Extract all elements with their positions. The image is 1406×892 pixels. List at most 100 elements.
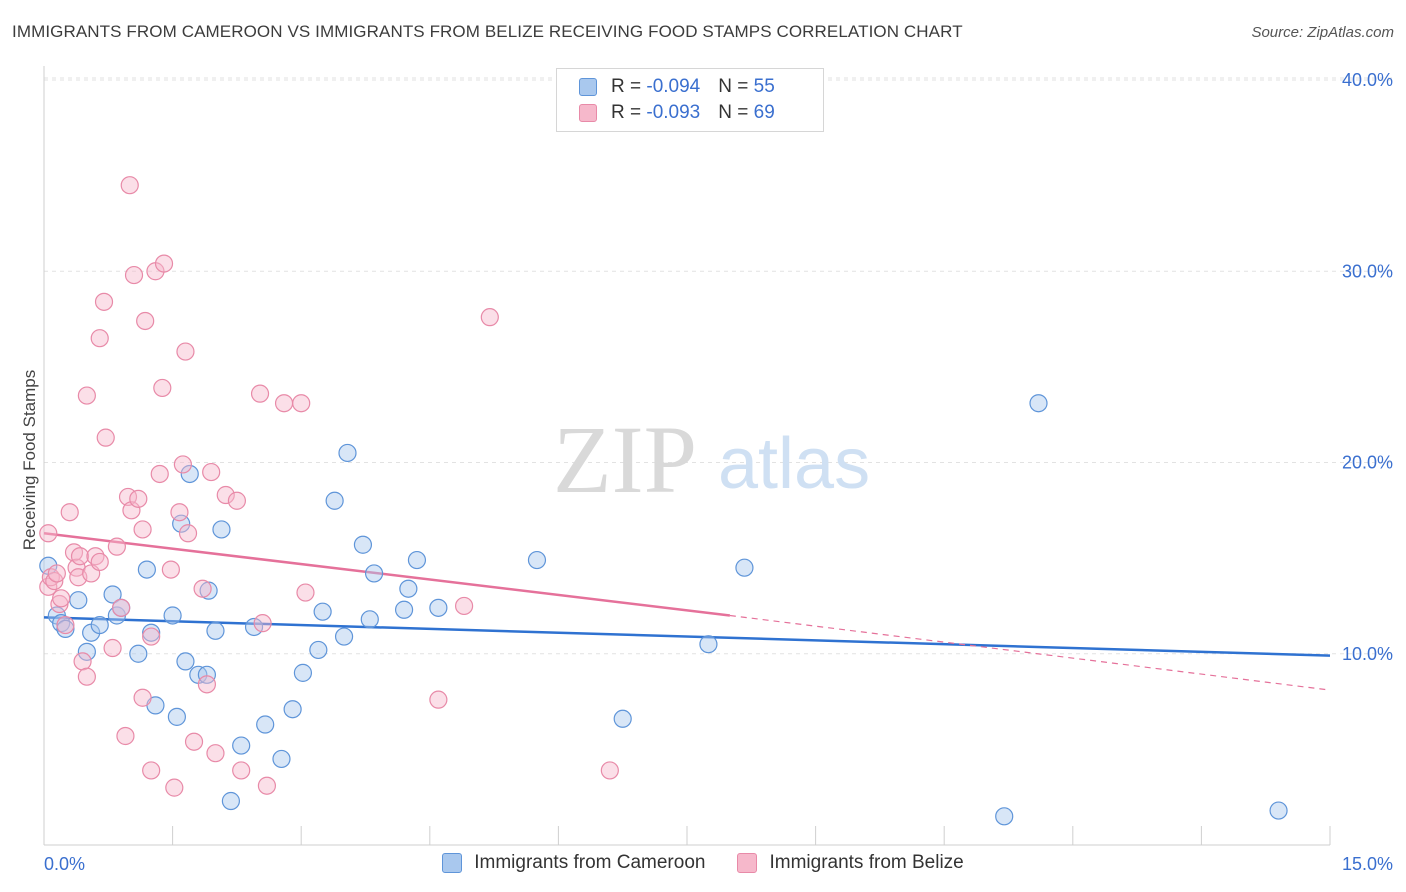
belize-point [296, 583, 315, 602]
belize-point [274, 394, 294, 413]
cameroon-point [176, 652, 195, 671]
belize-point [176, 342, 195, 361]
belize-point [77, 667, 96, 686]
belize-point [120, 176, 139, 195]
cameroon-point [283, 700, 302, 719]
cameroon-point [272, 749, 291, 769]
cameroon-point [527, 550, 547, 570]
tick-labels: 10.0% 20.0% 30.0% 40.0% 0.0% 15.0% [44, 70, 1393, 874]
legend-item-belize: Immigrants from Belize [737, 852, 964, 874]
cameroon-swatch [579, 78, 597, 96]
belize-trend-extension [729, 614, 1331, 691]
cameroon-r-label: R = [611, 76, 647, 97]
y-tick-label: 40.0% [1342, 70, 1393, 90]
belize-point [202, 462, 221, 482]
belize-point [142, 761, 161, 780]
y-tick-label: 30.0% [1342, 261, 1393, 281]
cameroon-point [399, 579, 418, 598]
belize-n-value: 69 [753, 102, 775, 123]
belize-point [154, 254, 174, 273]
correlation-legend: R = -0.094 N = 55 R = -0.093 N = 69 [556, 68, 824, 132]
cameroon-n-label: N = [718, 76, 754, 97]
belize-point [142, 627, 161, 646]
belize-point [161, 560, 180, 579]
belize-point [90, 552, 109, 572]
x-tick-label: 15.0% [1342, 854, 1393, 874]
cameroon-point [256, 715, 275, 734]
cameroon-point [1029, 394, 1048, 413]
cameroon-point [142, 623, 161, 642]
belize-point [90, 329, 109, 348]
belize-point [227, 491, 246, 510]
belize-point [170, 503, 189, 522]
belize-point [116, 726, 135, 746]
cameroon-point [172, 514, 191, 533]
belize-point [178, 524, 198, 543]
belize-point [253, 614, 272, 633]
belize-legend-swatch [737, 853, 758, 873]
belize-point [292, 394, 311, 413]
belize-point [480, 308, 499, 327]
belize-point [107, 537, 126, 556]
axes [43, 66, 1331, 846]
legend-item-cameroon: Immigrants from Cameroon [442, 852, 705, 874]
belize-point [454, 596, 474, 616]
belize-r-value: -0.093 [646, 102, 701, 123]
trend-lines [43, 532, 1331, 691]
cameroon-point [735, 558, 754, 577]
belize-point [73, 652, 92, 671]
belize-n-label: N = [718, 102, 754, 123]
belize-point [600, 761, 619, 780]
cameroon-point [221, 791, 240, 811]
cameroon-point [394, 600, 414, 619]
cameroon-point [995, 807, 1014, 826]
belize-point [165, 778, 184, 797]
cameroon-point [77, 642, 96, 661]
cameroon-point [293, 663, 313, 682]
belize-point [77, 386, 96, 405]
belize-point [206, 744, 225, 763]
belize-point [257, 776, 277, 795]
belize-point [153, 378, 172, 398]
belize-point [197, 675, 216, 694]
cameroon-point [429, 598, 448, 617]
belize-point [133, 520, 152, 539]
belize-point [60, 503, 79, 522]
chart-title: IMMIGRANTS FROM CAMEROON VS IMMIGRANTS F… [12, 22, 963, 41]
belize-point [184, 732, 204, 751]
cameroon-point [206, 621, 225, 640]
cameroon-point [244, 617, 264, 637]
belize-point [150, 464, 169, 484]
belize-point [124, 265, 144, 285]
series-legend: Immigrants from Cameroon Immigrants from… [0, 852, 1406, 874]
source-label: Source: ZipAtlas.com [1251, 24, 1394, 41]
belize-point [122, 501, 141, 520]
cameroon-point [137, 560, 156, 579]
legend-row-belize: R = -0.093 N = 69 [579, 101, 775, 125]
belize-point [129, 489, 148, 508]
belize-point [232, 761, 251, 780]
y-tick-label: 10.0% [1342, 644, 1393, 664]
cameroon-point [613, 709, 632, 728]
belize-point [56, 615, 75, 635]
cameroon-point [334, 627, 354, 646]
watermark-atlas: atlas [718, 424, 870, 504]
belize-point [94, 292, 114, 311]
belize-legend-label: Immigrants from Belize [769, 852, 964, 873]
grid-lines [44, 77, 1392, 655]
belize-point [47, 564, 66, 583]
cameroon-point [325, 491, 344, 510]
belize-point [112, 598, 131, 617]
cameroon-point [1269, 801, 1288, 820]
cameroon-point [338, 443, 357, 463]
cameroon-point [309, 640, 328, 660]
cameroon-point [232, 736, 251, 755]
belize-point [96, 428, 115, 447]
cameroon-point [180, 464, 199, 484]
belize-point [250, 384, 270, 403]
belize-r-label: R = [611, 102, 647, 123]
belize-swatch [579, 104, 597, 122]
cameroon-r-value: -0.094 [646, 76, 701, 97]
cameroon-point [167, 707, 186, 726]
